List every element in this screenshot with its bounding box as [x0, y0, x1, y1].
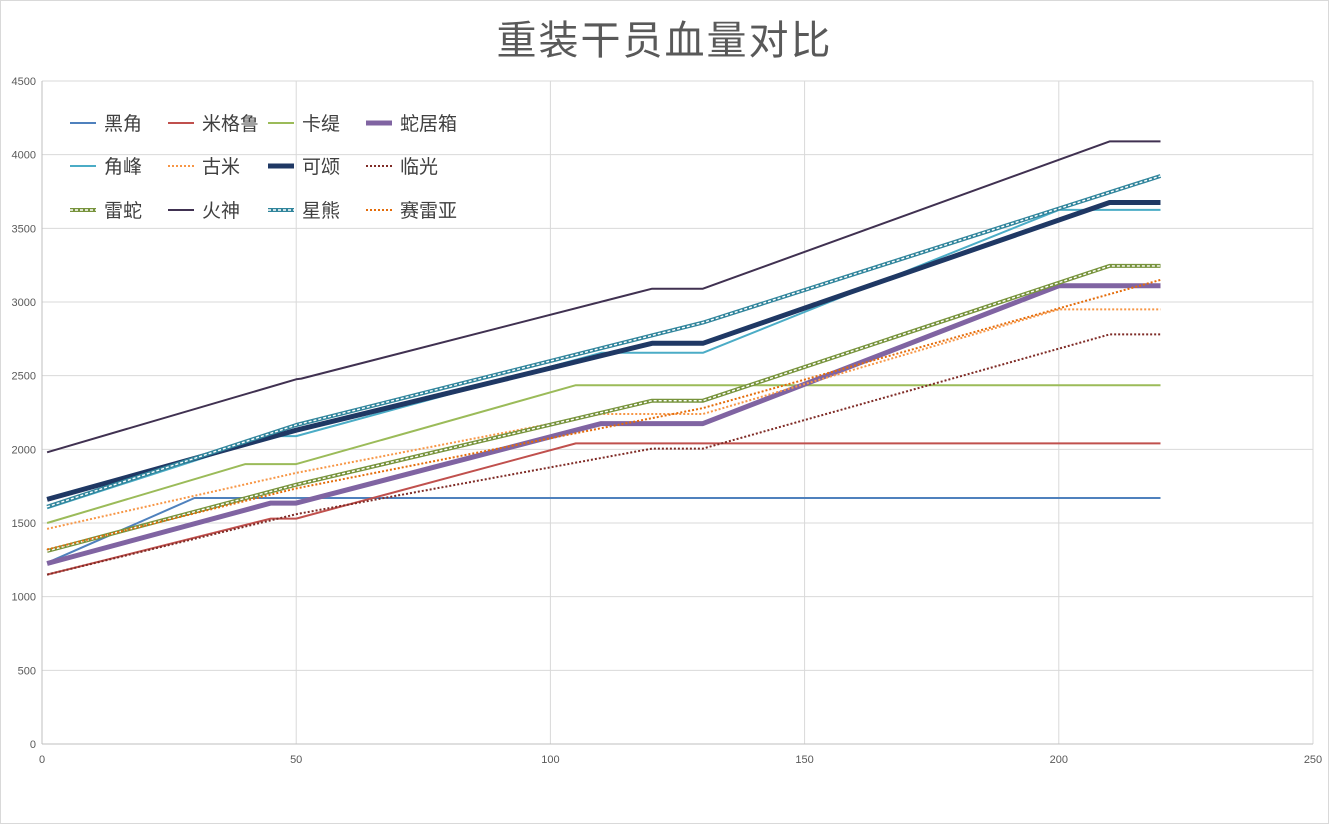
- series-line-inner: [46, 175, 1161, 508]
- series-line-path: [46, 200, 1161, 502]
- series-line: [46, 333, 1161, 576]
- legend-label: 卡缇: [302, 113, 340, 135]
- series-line: [46, 283, 1161, 566]
- y-tick-label: 4000: [12, 150, 36, 162]
- y-tick-label: 500: [18, 665, 36, 677]
- y-tick-label: 4500: [12, 76, 36, 88]
- x-tick-label: 250: [1304, 754, 1322, 766]
- legend-entry: 蛇居箱: [366, 113, 457, 135]
- legend-label: 米格鲁: [202, 113, 259, 135]
- legend-label: 赛雷亚: [400, 200, 457, 222]
- legend-entry: 可颂: [268, 156, 340, 178]
- y-tick-label: 3000: [12, 297, 36, 309]
- series-line: [46, 278, 1161, 551]
- series-line: [46, 208, 1161, 510]
- legend-label: 蛇居箱: [400, 113, 457, 135]
- legend-entry: 星熊: [268, 200, 340, 222]
- series-line: [46, 442, 1161, 576]
- x-tick-label: 150: [795, 754, 813, 766]
- legend-label: 黑角: [104, 113, 142, 135]
- gridlines: [42, 80, 1314, 744]
- x-tick-label: 100: [541, 754, 559, 766]
- series-line: [46, 308, 1161, 530]
- series-line-path: [46, 442, 1161, 576]
- y-tick-label: 3500: [12, 223, 36, 235]
- x-tick-label: 200: [1050, 754, 1068, 766]
- series-line: [46, 497, 1161, 564]
- legend-entry: 角峰: [70, 156, 142, 178]
- legend-entry: 米格鲁: [168, 113, 259, 135]
- chart-title: 重装干员血量对比: [496, 18, 833, 64]
- series-line-path: [46, 333, 1161, 576]
- legend-entry: 卡缇: [268, 113, 340, 135]
- axes: 0 500 1000 1500 2000 2500 3000 3500 4000 4500 0 50 1…: [12, 76, 1323, 766]
- legend-label: 可颂: [302, 156, 340, 178]
- series-lines: [46, 140, 1162, 576]
- series-line-path: [46, 283, 1161, 566]
- y-tick-label: 2000: [12, 444, 36, 456]
- series-line-path: [46, 497, 1161, 564]
- series-line: [46, 174, 1162, 509]
- y-tick-label: 0: [30, 739, 36, 751]
- series-line-inner: [46, 265, 1161, 552]
- legend-label: 古米: [202, 156, 240, 178]
- legend-entry: 火神: [168, 200, 240, 222]
- legend-entry: 临光: [366, 156, 438, 178]
- y-tick-label: 1500: [12, 518, 36, 530]
- y-tick-label: 1000: [12, 592, 36, 604]
- series-line-path: [46, 208, 1161, 510]
- legend-label: 雷蛇: [104, 200, 142, 222]
- series-line-path: [46, 140, 1161, 454]
- series-line: [46, 140, 1161, 454]
- series-line-path: [46, 384, 1161, 524]
- series-line-path: [46, 278, 1161, 551]
- legend-entry: 赛雷亚: [366, 200, 457, 222]
- x-tick-label: 0: [39, 754, 45, 766]
- series-line: [46, 263, 1161, 553]
- legend-entry: 古米: [168, 156, 240, 178]
- x-tick-label: 50: [290, 754, 302, 766]
- legend-label: 临光: [400, 156, 438, 178]
- series-line: [46, 384, 1161, 524]
- legend-label: 火神: [202, 200, 240, 222]
- series-line-path: [46, 308, 1161, 530]
- legend-label: 角峰: [104, 156, 142, 178]
- legend-entry: 黑角: [70, 113, 142, 135]
- legend-label: 星熊: [302, 200, 340, 222]
- y-tick-label: 2500: [12, 371, 36, 383]
- series-line: [46, 200, 1161, 502]
- legend-entry: 雷蛇: [70, 200, 142, 222]
